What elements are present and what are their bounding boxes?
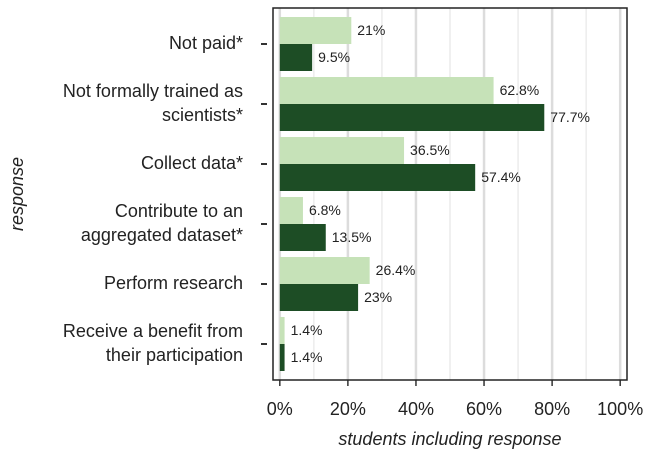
bar (279, 137, 405, 164)
value-label: 36.5% (410, 142, 450, 158)
x-tick-label: 40% (398, 399, 434, 419)
bar (279, 284, 359, 311)
bar (279, 17, 352, 44)
bar (279, 257, 370, 284)
value-label: 1.4% (291, 322, 323, 338)
y-tick-label: Contribute to an aggregated dataset* (81, 201, 243, 245)
bar (279, 317, 285, 344)
x-tick-label: 80% (534, 399, 570, 419)
bar (279, 104, 545, 131)
x-tick-label: 0% (267, 399, 293, 419)
value-label: 26.4% (376, 262, 416, 278)
value-label: 23% (364, 289, 392, 305)
bar (279, 344, 285, 371)
bar (279, 224, 326, 251)
value-label: 13.5% (332, 229, 372, 245)
x-tick-label: 20% (330, 399, 366, 419)
y-tick-label: Receive a benefit from their participatio… (63, 321, 243, 365)
bar (279, 44, 313, 71)
value-label: 77.7% (550, 109, 590, 125)
value-label: 9.5% (318, 49, 350, 65)
value-label: 1.4% (291, 349, 323, 365)
y-tick-label: Collect data* (141, 153, 243, 173)
bar (279, 164, 476, 191)
value-label: 6.8% (309, 202, 341, 218)
x-tick-label: 100% (597, 399, 643, 419)
bar (279, 197, 303, 224)
value-label: 62.8% (500, 82, 540, 98)
y-axis-label: response (7, 157, 27, 231)
bar (279, 77, 494, 104)
x-tick-label: 60% (466, 399, 502, 419)
y-tick-label: Not formally trained as scientists* (63, 81, 243, 125)
value-label: 21% (357, 22, 385, 38)
value-label: 57.4% (481, 169, 521, 185)
y-tick-label: Not paid* (169, 33, 243, 53)
y-tick-label: Perform research (104, 273, 243, 293)
x-axis-label: students including response (338, 429, 561, 449)
plot-border (272, 7, 628, 381)
